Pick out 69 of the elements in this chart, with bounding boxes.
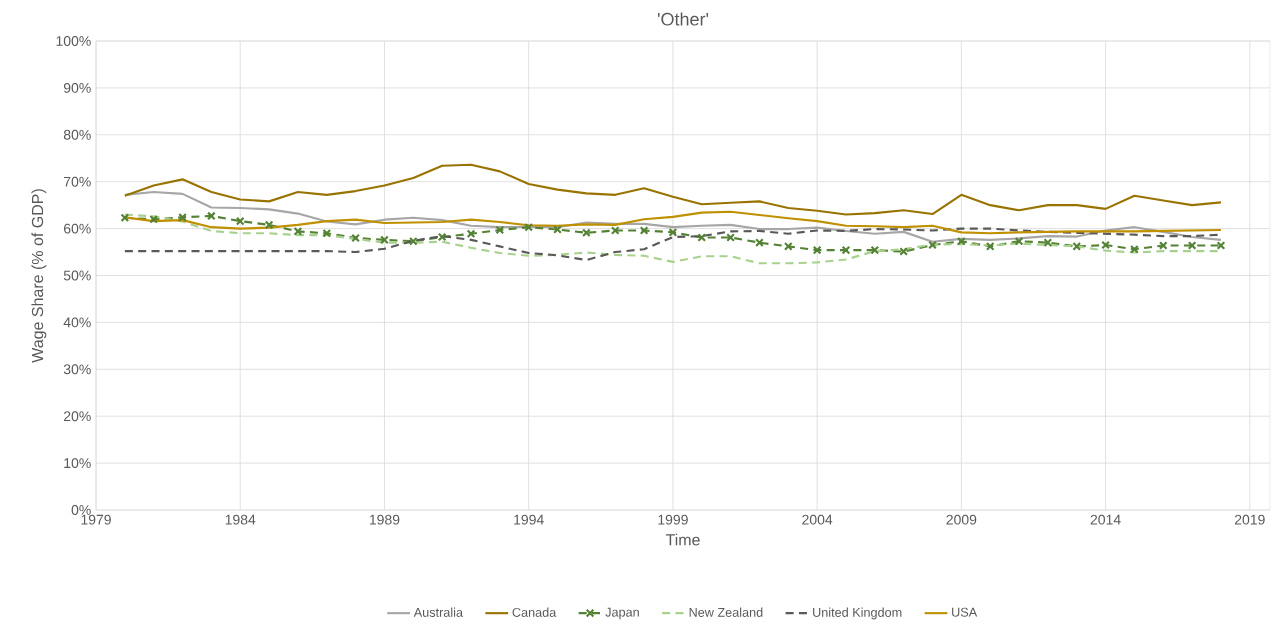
point <box>437 232 447 242</box>
y-tick-label: 80% <box>63 129 91 140</box>
point <box>1187 241 1197 250</box>
x-tick-label: 1999 <box>658 514 688 525</box>
line-series <box>123 163 1223 216</box>
point <box>235 216 245 226</box>
x-tick-label: 2004 <box>802 514 833 525</box>
point <box>524 222 534 232</box>
y-tick-label: 10% <box>64 458 91 469</box>
y-tick-label: 60% <box>63 223 91 234</box>
point <box>1043 238 1053 248</box>
x-tick-label: 1989 <box>369 514 400 525</box>
point <box>985 242 995 251</box>
x-tick-label: 1984 <box>225 514 256 525</box>
point <box>207 211 216 221</box>
point <box>293 227 303 236</box>
y-tick-label: 100% <box>56 36 91 46</box>
point <box>120 213 130 223</box>
point <box>726 233 735 242</box>
x-tick-label: 2019 <box>1234 514 1265 525</box>
point <box>1130 244 1139 254</box>
legend-label: USA <box>952 607 978 617</box>
point <box>1216 241 1226 250</box>
point <box>1014 236 1024 246</box>
point <box>956 236 966 246</box>
y-tick-label: 70% <box>63 176 91 187</box>
point <box>610 226 620 235</box>
point <box>380 235 389 245</box>
point <box>870 245 880 255</box>
point <box>1072 242 1082 251</box>
y-tick-label: 20% <box>63 411 91 422</box>
point <box>755 238 764 248</box>
legend-label: Australia <box>413 607 464 617</box>
x-axis-title: Time <box>665 533 700 546</box>
legend-label: United Kingdom <box>813 607 902 620</box>
point <box>668 227 678 237</box>
point <box>928 240 937 250</box>
point <box>812 245 822 255</box>
y-tick-label: 0% <box>71 505 91 515</box>
point <box>899 247 909 256</box>
point <box>264 220 274 230</box>
point <box>841 245 851 255</box>
legend-label: Canada <box>512 607 557 617</box>
point <box>639 226 649 235</box>
legend-label: New Zealand <box>689 607 763 617</box>
x-tick-label: 1979 <box>81 514 111 525</box>
y-tick-label: 40% <box>63 317 91 328</box>
y-tick-label: 30% <box>63 364 91 375</box>
x-tick-label: 1994 <box>514 514 544 525</box>
point <box>1158 241 1168 250</box>
point <box>582 228 591 238</box>
y-axis-title: Wage Share (% of GDP) <box>31 189 47 363</box>
x-tick-label: 2014 <box>1090 514 1121 525</box>
point <box>408 236 418 246</box>
point <box>697 233 707 242</box>
y-tick-label: 50% <box>63 270 91 281</box>
x-tick-label: 2009 <box>946 514 977 525</box>
point <box>1101 240 1110 250</box>
legend-label: Japan <box>605 607 639 620</box>
point <box>178 212 187 222</box>
point <box>783 242 793 251</box>
point <box>322 228 332 238</box>
point <box>149 214 159 224</box>
y-tick-label: 90% <box>63 82 91 93</box>
point <box>351 233 360 243</box>
chart-title: 'Other' <box>657 12 709 26</box>
point <box>495 225 505 235</box>
point <box>553 225 562 234</box>
point <box>466 229 476 239</box>
